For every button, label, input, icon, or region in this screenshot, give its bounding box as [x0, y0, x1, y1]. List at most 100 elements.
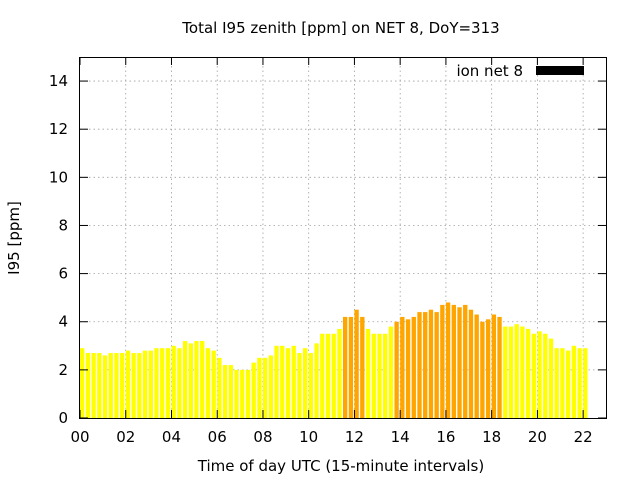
bar — [480, 321, 485, 418]
bar — [365, 328, 371, 418]
bar — [80, 348, 85, 418]
x-tick-label: 20 — [528, 428, 547, 446]
y-tick-label: 8 — [58, 216, 68, 234]
bar — [302, 348, 308, 418]
x-tick-label: 04 — [162, 428, 181, 446]
bar — [571, 345, 577, 418]
bar — [343, 316, 348, 418]
y-tick-label: 14 — [49, 72, 68, 90]
bar — [503, 326, 508, 418]
bar — [337, 328, 342, 418]
bar — [268, 355, 274, 418]
bar — [188, 343, 193, 418]
bar — [137, 353, 142, 418]
bar — [508, 326, 514, 418]
plot-frame — [79, 57, 607, 419]
x-tick-label: 00 — [70, 428, 89, 446]
bar — [440, 304, 445, 418]
x-tick-label: 02 — [116, 428, 135, 446]
bar — [314, 343, 319, 418]
bar — [520, 326, 525, 418]
x-tick-label: 22 — [574, 428, 593, 446]
y-tick-label: 2 — [58, 361, 68, 379]
bar — [377, 333, 382, 418]
y-tick-label: 12 — [49, 120, 68, 138]
bars — [80, 302, 588, 418]
bar — [577, 348, 582, 418]
y-tick-label: 0 — [58, 409, 68, 427]
x-tick-label: 18 — [482, 428, 501, 446]
y-tick-label: 6 — [58, 265, 68, 283]
bar — [331, 333, 336, 418]
bar — [537, 331, 542, 418]
x-tick-label: 06 — [208, 428, 227, 446]
y-tick-label: 10 — [49, 168, 68, 186]
bar — [125, 350, 131, 418]
bar — [423, 312, 428, 418]
legend-label: ion net 8 — [456, 62, 523, 80]
bar — [451, 304, 456, 418]
bar — [400, 316, 405, 418]
y-tick-label: 4 — [58, 313, 68, 331]
bar — [200, 340, 205, 418]
bar — [142, 350, 148, 418]
x-axis-label: Time of day UTC (15-minute intervals) — [197, 457, 484, 475]
bar — [165, 348, 171, 418]
bar — [320, 333, 325, 418]
x-tick-label: 10 — [299, 428, 318, 446]
bar — [160, 348, 165, 418]
bar — [228, 365, 233, 418]
x-tick-label: 12 — [345, 428, 364, 446]
bar — [394, 321, 399, 418]
bar — [548, 338, 554, 418]
bar — [245, 369, 251, 418]
bar — [560, 348, 565, 418]
bar — [525, 328, 531, 418]
bar — [371, 333, 376, 418]
bar — [205, 348, 211, 418]
bar — [291, 345, 296, 418]
bar — [120, 353, 125, 418]
bar — [108, 353, 113, 418]
bar — [417, 312, 422, 418]
bar — [251, 362, 256, 418]
bar — [463, 304, 468, 418]
bar — [457, 307, 462, 418]
bar — [383, 333, 388, 418]
bar — [102, 355, 108, 418]
bar — [297, 353, 302, 418]
bar — [274, 345, 279, 418]
bar — [211, 350, 216, 418]
chart-title: Total I95 zenith [ppm] on NET 8, DoY=313 — [181, 19, 499, 37]
bar — [354, 309, 359, 418]
bar — [131, 353, 136, 418]
bar — [445, 302, 451, 418]
bar — [514, 324, 519, 418]
bar — [182, 340, 188, 418]
y-axis-label: I95 [ppm] — [5, 201, 23, 275]
bar — [583, 348, 588, 418]
bar — [434, 312, 439, 418]
legend: ion net 8 — [456, 62, 584, 80]
bar — [85, 353, 91, 418]
x-tick-label: 14 — [391, 428, 410, 446]
grid-lines — [80, 57, 606, 418]
bar — [485, 319, 491, 418]
bar — [234, 369, 239, 418]
bar — [388, 326, 394, 418]
bar — [468, 309, 474, 418]
bar — [97, 353, 102, 418]
bar — [428, 309, 434, 418]
bar — [257, 357, 262, 418]
bar — [325, 333, 331, 418]
bar — [154, 348, 159, 418]
bar — [405, 319, 411, 418]
bar — [91, 353, 96, 418]
bar — [411, 316, 416, 418]
bar — [554, 348, 559, 418]
bar — [194, 340, 199, 418]
bar — [308, 353, 314, 418]
x-tick-label: 16 — [436, 428, 455, 446]
bar — [262, 357, 268, 418]
bar — [285, 348, 291, 418]
